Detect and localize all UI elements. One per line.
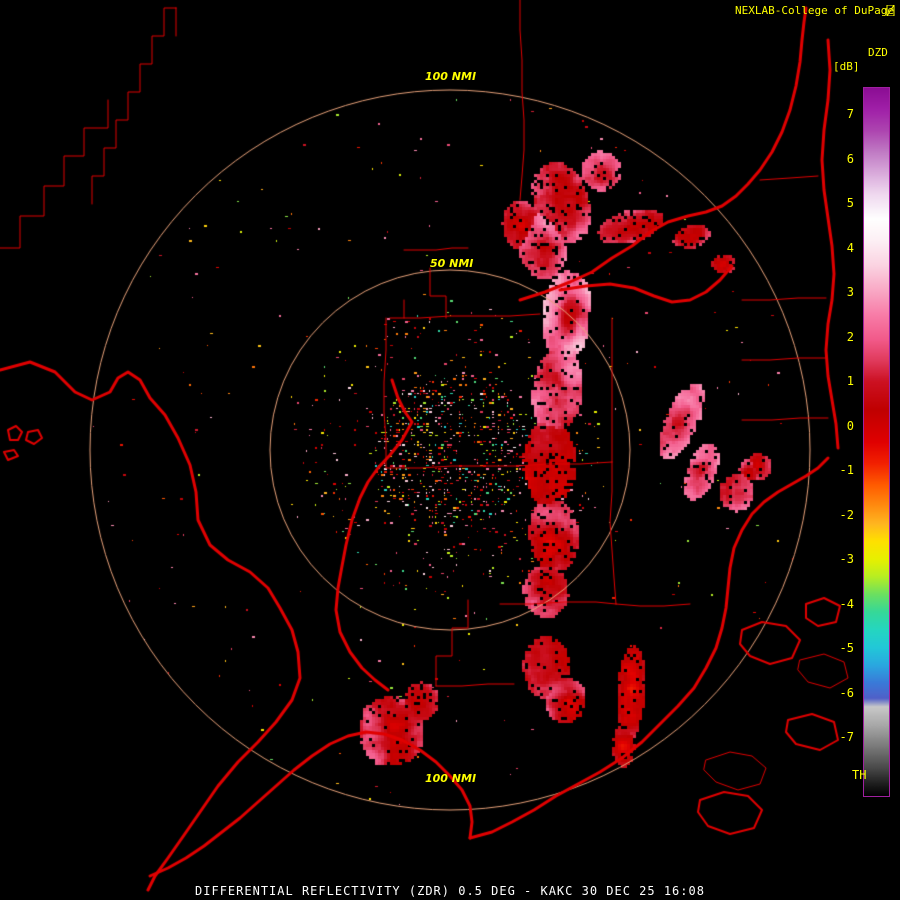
colorbar-tick-minus6: -6 [839,685,854,700]
range-ring-label-100-bottom: 100 NMI [425,772,477,785]
colorbar-tick-5: 5 [846,196,854,210]
colorbar-tick-minus3: -3 [839,552,854,566]
colorbar-tick-3: 3 [846,285,854,299]
colorbar-title: DZD [868,46,888,59]
colorbar-tick-0: 0 [846,418,854,433]
provider-credit: NEXLAB-College of DuPage [735,4,894,17]
colorbar-gradient [864,88,889,796]
product-caption: DIFFERENTIAL REFLECTIVITY (ZDR) 0.5 DEG … [195,884,705,898]
colorbar-tick-1: 1 [846,374,854,388]
colorbar-tick-7: 7 [846,107,854,121]
colorbar-tick-minus7: -7 [839,730,854,744]
colorbar-tick-2: 2 [846,329,854,344]
range-ring-label-100-top: 100 NMI [425,70,477,83]
cod-logo-icon [886,5,895,16]
colorbar-tick-6: 6 [846,151,854,166]
colorbar-threshold-label: TH [852,768,867,782]
colorbar-tick-4: 4 [846,240,854,255]
colorbar-tick-minus1: -1 [839,463,854,477]
colorbar-tick-minus2: -2 [839,507,854,522]
colorbar-scale [863,87,890,797]
colorbar-tick-minus5: -5 [839,641,854,655]
colorbar-unit-label: [dB] [833,60,860,73]
colorbar-tick-minus4: -4 [839,596,854,611]
range-ring-label-50: 50 NMI [430,257,474,270]
